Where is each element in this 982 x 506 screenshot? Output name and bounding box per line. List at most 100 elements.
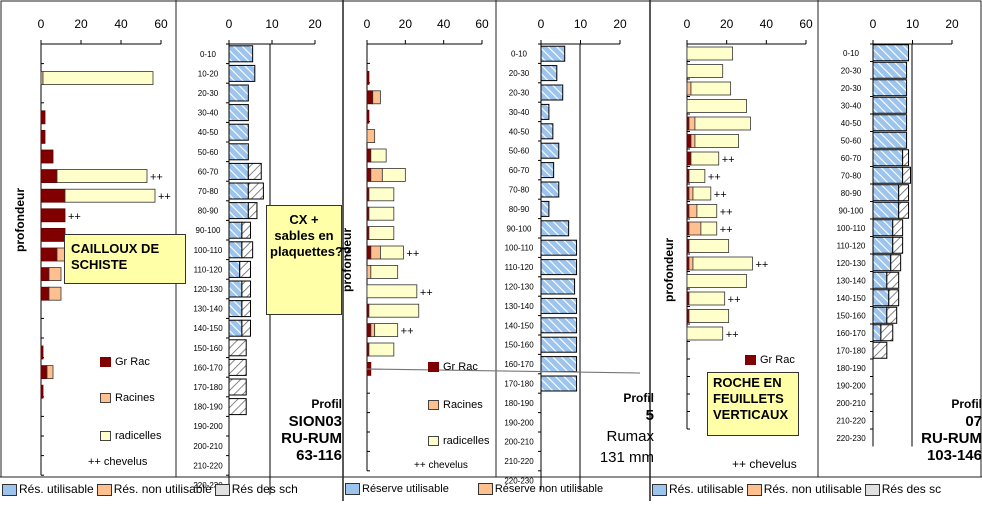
p3-racines-bar <box>688 256 694 271</box>
p2-chevelus-mark: ++ <box>401 326 414 338</box>
p1-reserve-sch-bar <box>241 221 251 239</box>
bottom-p3-nonutil-label: Rés. non utilisable <box>763 482 862 496</box>
p3-reserve-util-bar <box>872 114 908 132</box>
legend2-chevelus: ++ chevelus <box>414 460 468 471</box>
p2-limit-line <box>366 368 641 374</box>
p1-reserve-sch-bar <box>247 162 262 180</box>
p3-root-xtick-label: 60 <box>799 17 813 31</box>
p1-reserve-sch-bar <box>239 260 251 278</box>
p3-chevelus-mark: ++ <box>722 154 735 166</box>
panel3-title-line3: RU-RUM <box>921 430 982 447</box>
p2-chevelus-mark: ++ <box>420 287 433 299</box>
p1-reserve-sch-bar <box>247 182 264 200</box>
p3-chevelus-mark: ++ <box>726 329 739 341</box>
legend3-gr-rac: Gr Rac <box>745 354 795 366</box>
p3-chevelus-mark: ++ <box>708 172 721 184</box>
p3-reserve-util-bar <box>872 254 892 272</box>
p3-reserve-sch-bar <box>898 201 910 219</box>
p1-reserve-sch-bar <box>241 241 254 259</box>
p3-depth-label: 100-110 <box>837 224 866 233</box>
p3-res-xtick-label: 20 <box>945 17 959 31</box>
bottom-legend-p1: Rés. utilisable Rés. non utilisable Rés de… <box>2 478 338 500</box>
p1-radicelles-bar <box>64 188 156 203</box>
p3-reserve-util-bar <box>872 61 908 79</box>
p3-depth-label: 60-70 <box>841 154 862 163</box>
p3-reserve-sch-bar <box>892 236 904 254</box>
p3-depth-label: 160-170 <box>836 329 866 338</box>
p1-depth-label: 220-230 <box>193 481 223 490</box>
p3-radicelles-bar <box>686 326 724 341</box>
p3-reserve-util-bar <box>872 219 894 237</box>
p2-depth-label: 170-180 <box>504 380 534 389</box>
p2-racines-bar <box>366 129 376 144</box>
p2-root-xtick-label: 0 <box>364 17 371 31</box>
p1-res-xtick-label: 20 <box>308 17 322 31</box>
p2-reserve-util-bar <box>540 65 558 82</box>
p2-racines-bar <box>370 167 383 182</box>
p1-depth-label: 180-190 <box>193 403 223 412</box>
panel2-title: Profil 5 Rumax 131 mm <box>566 390 654 466</box>
p1-reserve-util-bar <box>228 300 243 318</box>
p2-radicelles-bar <box>368 303 420 318</box>
p2-depth-label: 220-230 <box>504 477 534 486</box>
legend2-radicelles-label: radicelles <box>443 435 490 447</box>
p3-gr-rac-bar <box>686 134 692 148</box>
p3-radicelles-bar <box>686 46 734 61</box>
p2-depth-label: 0-10 <box>511 50 528 59</box>
p1-depth-label: 40-50 <box>198 128 219 137</box>
p1-depth-label: 20-30 <box>198 89 219 98</box>
p2-depth-label: 190-200 <box>504 418 534 427</box>
p2-res-xtick-label: 20 <box>613 17 627 31</box>
p2-reserve-util-bar <box>540 220 570 237</box>
p1-reserve-util-bar <box>228 260 241 278</box>
legend2-gr-rac: Gr Rac <box>428 361 478 373</box>
p3-chevelus-mark: ++ <box>714 189 727 201</box>
p3-radicelles-bar <box>694 134 739 148</box>
p3-depth-label: 70-80 <box>841 171 862 180</box>
p3-depth-label: 80-90 <box>841 189 862 198</box>
p1-reserve-util-bar <box>228 162 249 180</box>
p1-reserve-util-bar <box>228 182 249 200</box>
p3-radicelles-bar <box>688 291 726 306</box>
p3-depth-label: 110-120 <box>837 241 866 250</box>
p3-root-xtick-label: 20 <box>720 17 734 31</box>
p1-reserve-sch-bar <box>228 398 247 416</box>
bottom-p1-util-swatch <box>2 483 17 496</box>
p1-root-xtick-label: 60 <box>154 17 168 31</box>
p3-radicelles-bar <box>692 186 712 201</box>
p1-gr-rac-bar <box>40 169 58 184</box>
p3-reserve-sch-bar <box>902 149 910 167</box>
p1-gr-rac-bar <box>40 208 66 223</box>
p3-chevelus-mark: ++ <box>720 224 733 236</box>
legend1-radicelles-label: radicelles <box>115 430 162 442</box>
legend1-gr-rac: Gr Rac <box>100 356 150 368</box>
p2-depth-label: 70-80 <box>509 186 530 195</box>
p1-racines-bar <box>46 365 54 380</box>
p1-depth-label: 90-100 <box>196 226 221 235</box>
p2-reserve-util-bar <box>540 200 550 217</box>
p3-chevelus-mark: ++ <box>720 207 733 219</box>
p2-ylabel: profondeur <box>340 228 354 292</box>
p3-radicelles-bar <box>692 256 753 271</box>
p3-depth-label: 120-130 <box>836 259 866 268</box>
p3-racines-bar <box>688 186 694 201</box>
p2-radicelles-bar <box>368 226 395 241</box>
p3-reserve-util-bar <box>872 79 908 97</box>
p1-depth-label: 130-140 <box>193 305 223 314</box>
p2-gr-rac-bar <box>366 109 370 124</box>
p2-depth-label: 80-90 <box>509 205 530 214</box>
legend3-gr-rac-label: Gr Rac <box>760 354 795 366</box>
p1-reserve-util-bar <box>228 202 249 220</box>
legend1-chevelus: ++ chevelus <box>88 456 148 468</box>
p3-radicelles-bar <box>694 116 751 131</box>
p1-gr-rac-bar <box>40 365 48 380</box>
bottom-p3-sch-label: Rés des sc <box>881 482 942 496</box>
p1-depth-label: 190-200 <box>193 422 223 431</box>
p1-root-xtick-label: 0 <box>38 17 45 31</box>
p3-reserve-util-bar <box>872 166 904 184</box>
p1-depth-label: 80-90 <box>198 207 219 216</box>
panel1-title-line3: RU-RUM <box>281 430 342 447</box>
p1-reserve-sch-bar <box>241 319 251 337</box>
